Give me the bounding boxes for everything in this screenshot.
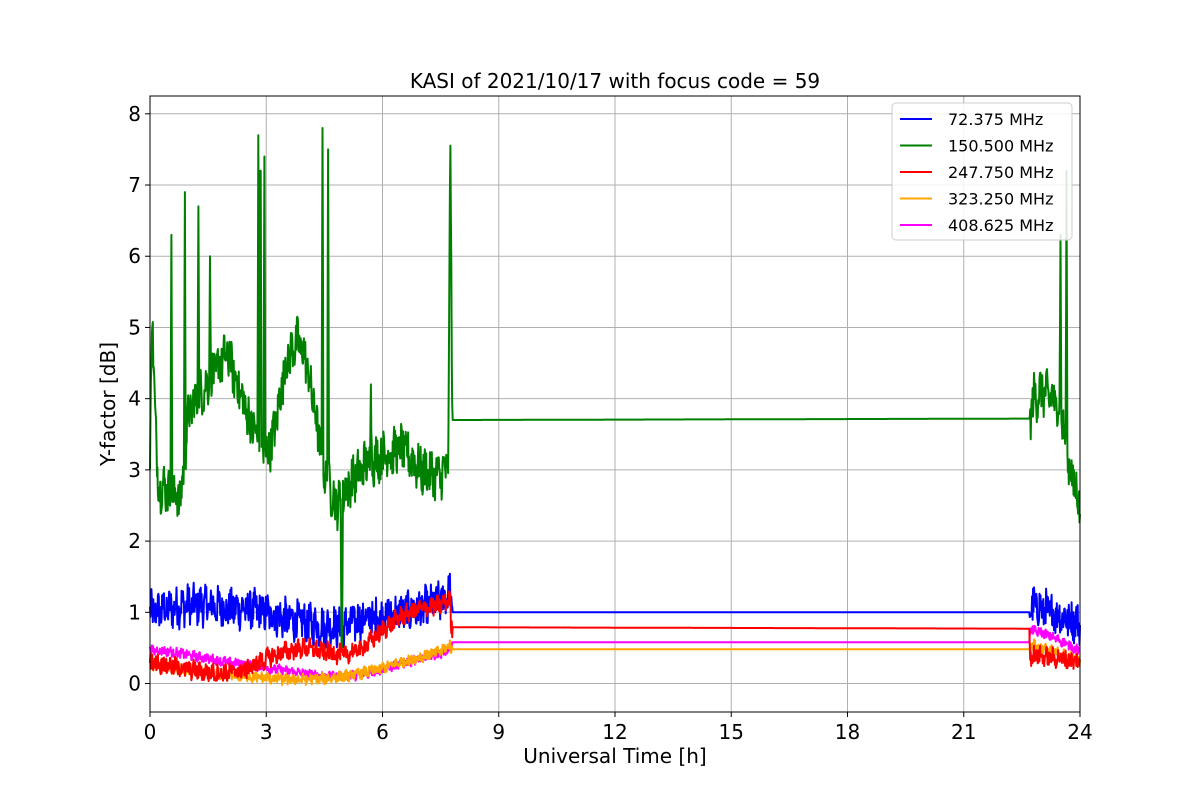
y-tick-label: 4 [128,387,141,411]
series-line-4 [149,624,1081,683]
x-tick-label: 21 [951,720,976,744]
y-tick-label: 5 [128,315,141,339]
x-tick-label: 12 [602,720,627,744]
x-tick-label: 24 [1067,720,1092,744]
series-line-0 [149,572,1081,649]
y-tick-label: 6 [128,244,141,268]
chart-title: KASI of 2021/10/17 with focus code = 59 [410,69,820,93]
y-tick-label: 7 [128,173,141,197]
y-tick-label: 8 [128,102,141,126]
x-tick-label: 0 [144,720,157,744]
legend: 72.375 MHz 150.500 MHz 247.750 MHz 323.250 … [891,102,1073,241]
x-tick-label: 3 [260,720,273,744]
y-tick-label: 3 [128,458,141,482]
x-tick-label: 15 [719,720,744,744]
series-line-1 [149,127,1081,649]
legend-label: 408.625 MHz [948,216,1053,235]
y-axis-label: Y-factor [dB] [96,342,120,467]
x-tick-label: 18 [835,720,860,744]
x-axis-label: Universal Time [h] [523,744,706,768]
legend-box [891,102,1073,241]
x-tick-label: 6 [376,720,389,744]
legend-label: 323.250 MHz [948,190,1053,209]
legend-label: 72.375 MHz [948,110,1043,129]
legend-label: 150.500 MHz [948,137,1053,156]
series-line-2 [149,590,1081,683]
y-tick-label: 1 [128,600,141,624]
x-tick-label: 9 [492,720,505,744]
y-tick-label: 0 [128,672,141,696]
series-line-3 [149,638,1081,686]
series-layer [149,127,1081,686]
legend-label: 247.750 MHz [948,163,1053,182]
y-tick-label: 2 [128,529,141,553]
